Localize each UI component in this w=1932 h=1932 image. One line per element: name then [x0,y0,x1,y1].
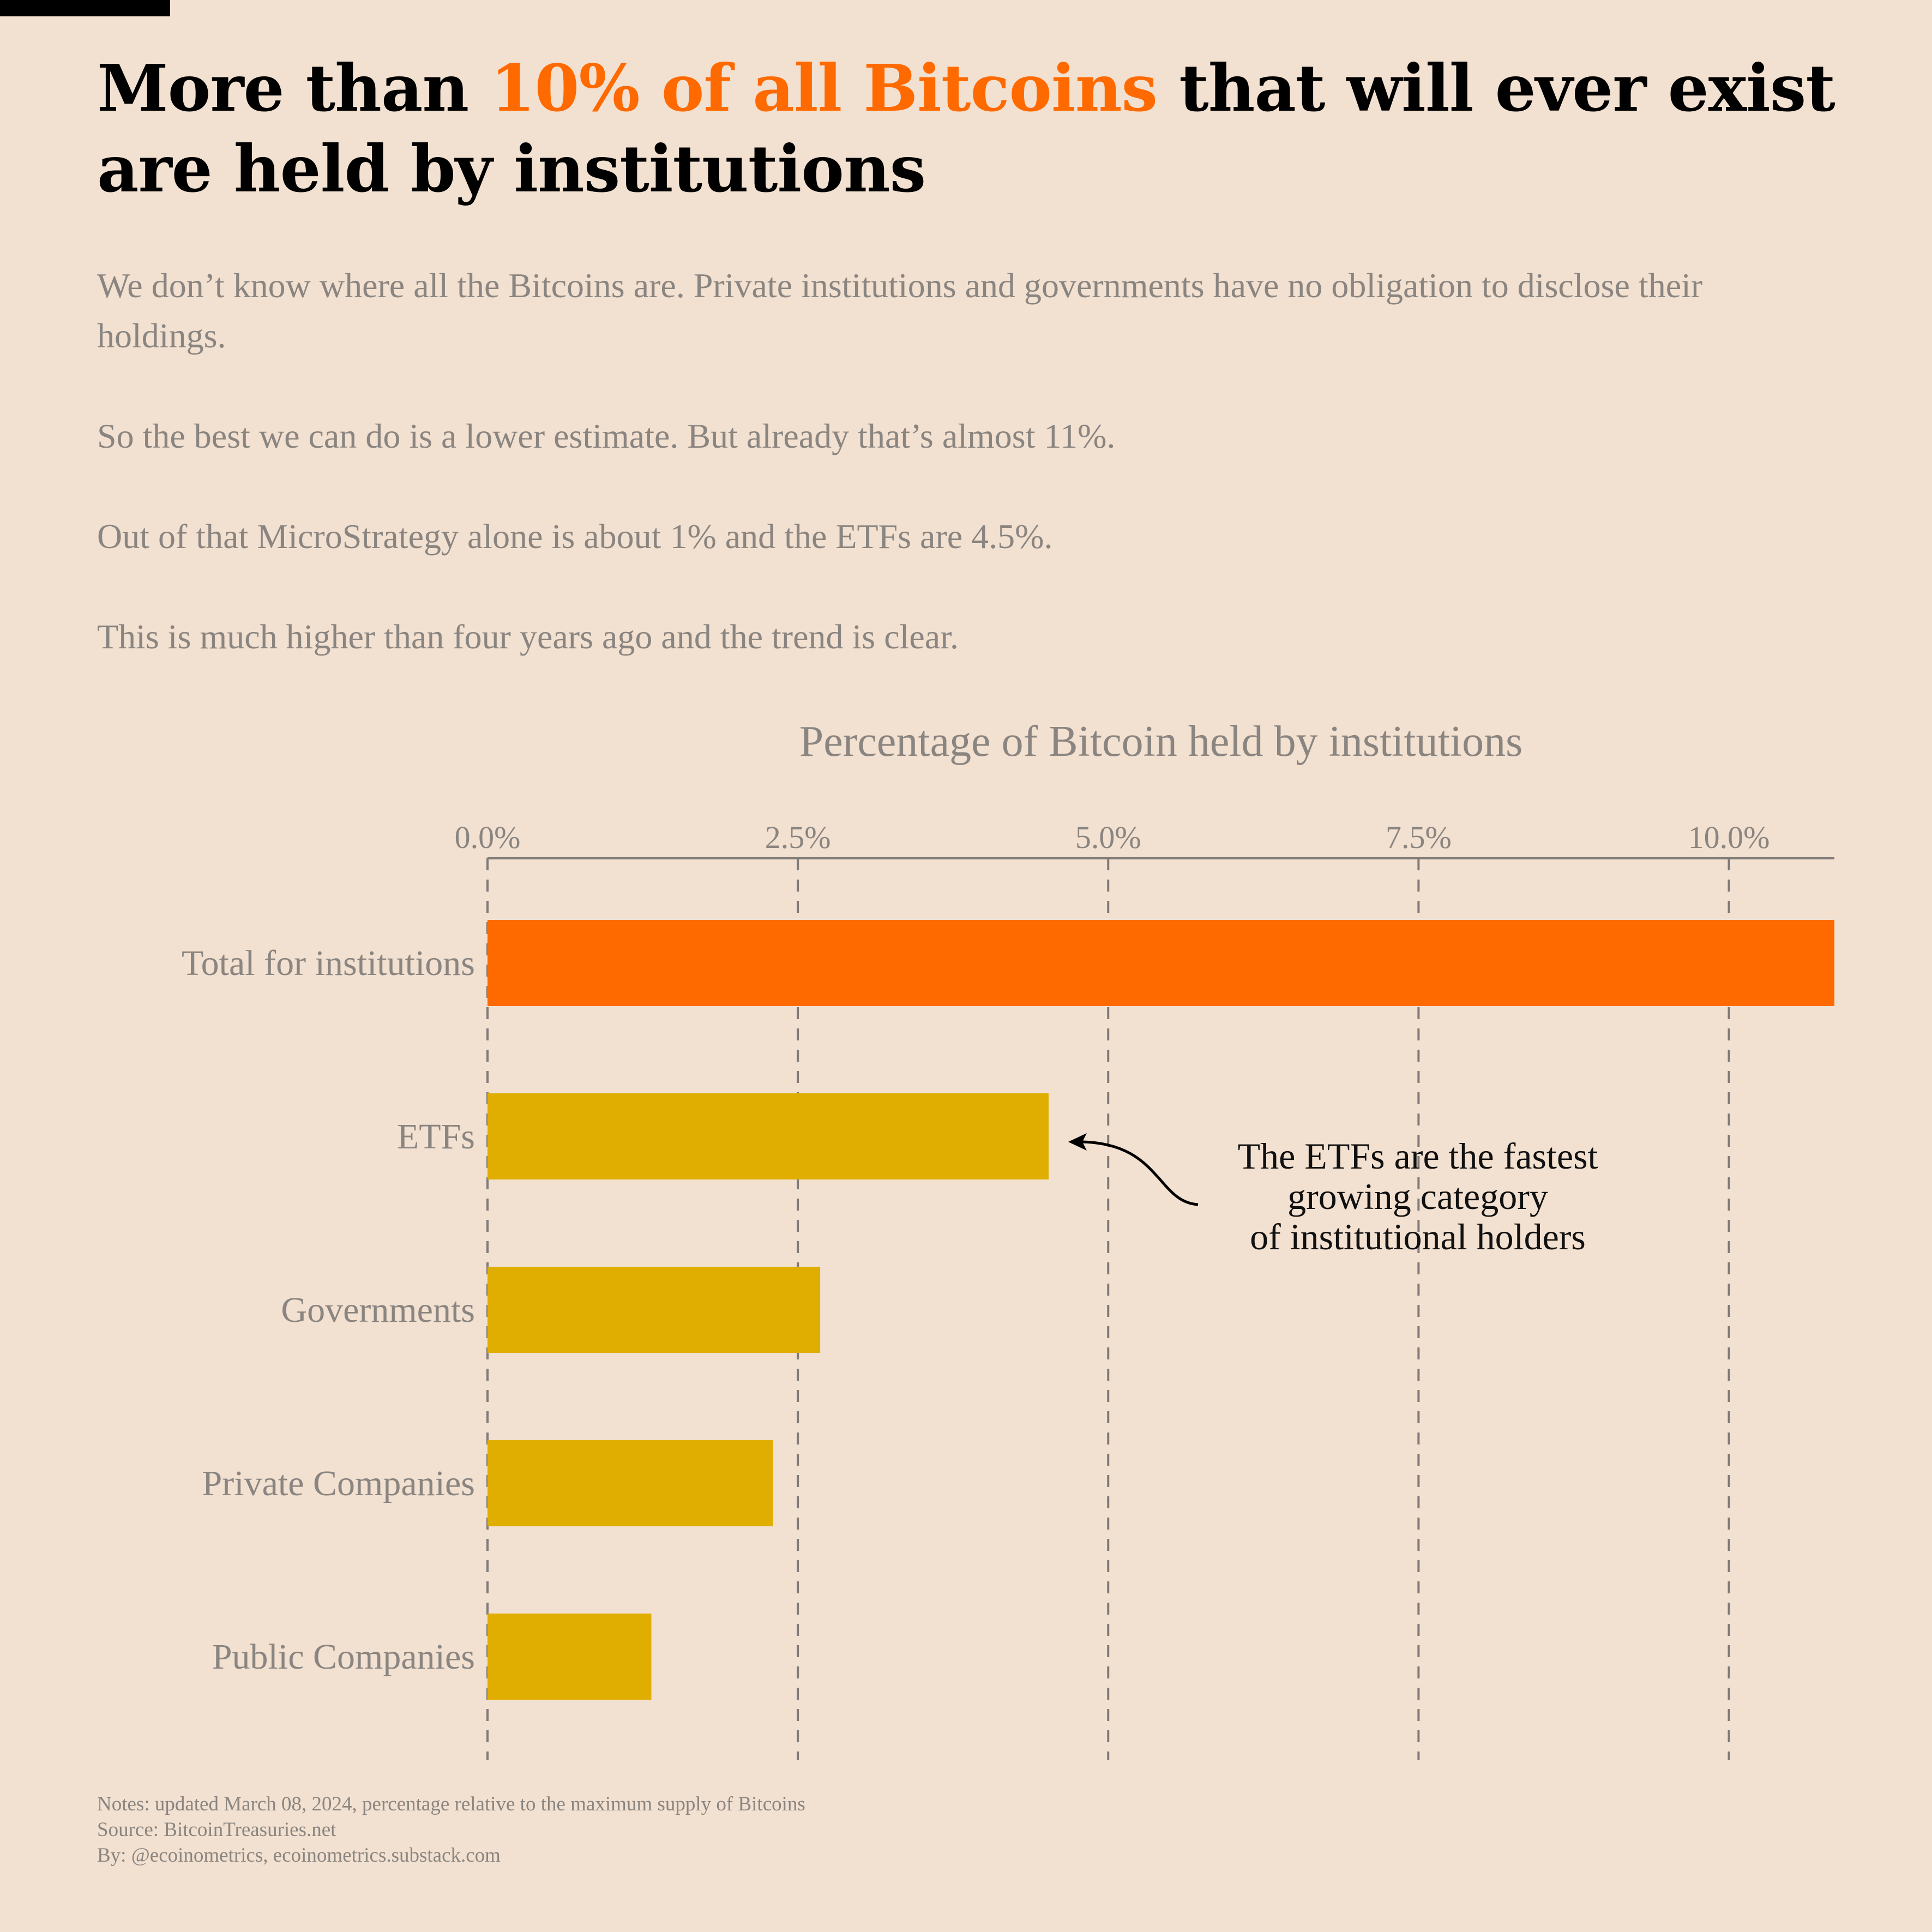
title-start: More than [97,50,491,126]
bars [487,920,1834,1700]
x-axis: 0.0% 2.5% 5.0% 7.5% 10.0% [455,820,1834,859]
intro-paragraph-4: This is much higher than four years ago … [97,617,959,656]
x-tick-label: 10.0% [1688,820,1770,855]
category-label: Public Companies [212,1637,475,1677]
title-highlight: 10% of all Bitcoins [490,50,1158,126]
annotation-arrow [1072,1140,1199,1206]
category-label: Governments [281,1290,475,1330]
corner-accent-bar [0,0,170,16]
intro-text: We don’t know where all the Bitcoins are… [97,261,1787,662]
x-tick-label: 0.0% [455,820,521,855]
category-label: Total for institutions [182,943,475,983]
x-tick-label: 7.5% [1386,820,1452,855]
bar-public-companies [487,1614,652,1700]
footer-notes: Notes: updated March 08, 2024, percentag… [97,1793,805,1815]
footer: Notes: updated March 08, 2024, percentag… [97,1791,805,1868]
annotation-text-line: of institutional holders [1250,1216,1586,1257]
category-label: Private Companies [202,1464,475,1503]
x-tick-label: 2.5% [765,820,831,855]
bar-private-companies [487,1440,773,1526]
category-labels: Total for institutions ETFs Governments Pri… [182,943,475,1677]
bar-governments [487,1267,821,1353]
bar-etfs [487,1093,1049,1179]
x-tick-label: 5.0% [1075,820,1141,855]
intro-paragraph-3: Out of that MicroStrategy alone is about… [97,517,1053,556]
intro-paragraph-2: So the best we can do is a lower estimat… [97,417,1116,455]
annotation-arrowhead [1068,1133,1087,1151]
annotation-text-line: The ETFs are the fastest [1238,1135,1598,1177]
chart-title: Percentage of Bitcoin held by institutio… [799,718,1522,766]
bar-total-for-institutions [487,920,1834,1006]
annotation-text-line: growing category [1287,1176,1548,1217]
intro-paragraph-1: We don’t know where all the Bitcoins are… [97,266,1703,355]
title-end: that will ever exist are held by institu… [97,50,1835,207]
page-title: More than 10% of all Bitcoins that will … [97,48,1918,209]
footer-byline: By: @ecoinometrics, ecoinometrics.substa… [97,1844,501,1867]
footer-source: Source: BitcoinTreasuries.net [97,1819,336,1841]
category-label: ETFs [397,1117,475,1157]
